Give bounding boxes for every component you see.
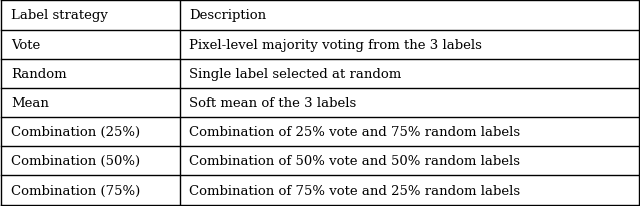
- Text: Pixel-level majority voting from the 3 labels: Pixel-level majority voting from the 3 l…: [189, 39, 483, 52]
- Text: Combination of 25% vote and 75% random labels: Combination of 25% vote and 75% random l…: [189, 126, 520, 138]
- Text: Combination of 75% vote and 25% random labels: Combination of 75% vote and 25% random l…: [189, 184, 520, 197]
- Text: Description: Description: [189, 9, 266, 22]
- Text: Combination (75%): Combination (75%): [11, 184, 140, 197]
- Text: Single label selected at random: Single label selected at random: [189, 68, 402, 80]
- Text: Combination of 50% vote and 50% random labels: Combination of 50% vote and 50% random l…: [189, 154, 520, 167]
- Text: Mean: Mean: [11, 97, 49, 109]
- Text: Random: Random: [11, 68, 67, 80]
- Text: Soft mean of the 3 labels: Soft mean of the 3 labels: [189, 97, 356, 109]
- Text: Label strategy: Label strategy: [11, 9, 108, 22]
- Text: Combination (50%): Combination (50%): [11, 154, 140, 167]
- Text: Combination (25%): Combination (25%): [11, 126, 140, 138]
- Text: Vote: Vote: [11, 39, 40, 52]
